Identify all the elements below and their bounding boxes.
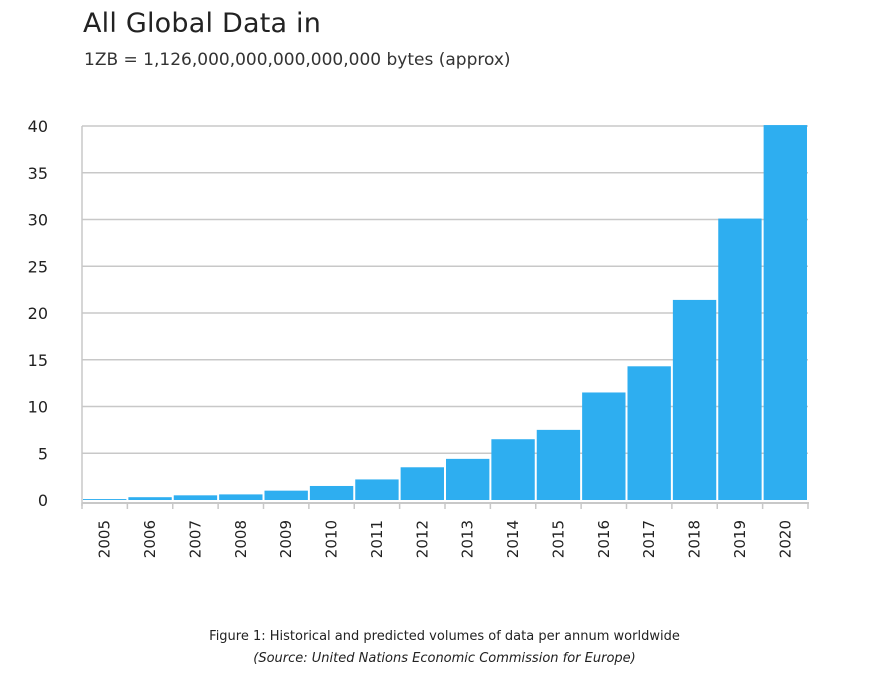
bar-2010: [309, 485, 354, 500]
x-tick-labels: 2005 2006 2007 2008 2009 2010 2011 2012 2013 2014…: [96, 520, 795, 558]
bar-chart: 0 5 10 15 20 25 30 35 40 2005 2006 2007 2008 2009 201…: [28, 117, 809, 558]
x-tick-label: 2007: [186, 520, 204, 558]
y-tick-label: 5: [38, 444, 48, 463]
x-tick-label: 2008: [232, 520, 250, 558]
x-tick-label: 2013: [459, 520, 477, 558]
x-tick-label: 2015: [549, 520, 567, 558]
y-tick-label: 25: [28, 257, 48, 276]
x-tick-label: 2009: [277, 520, 295, 558]
x-tick-label: 2010: [323, 520, 341, 558]
chart-subtitle: 1ZB = 1,126,000,000,000,000,000 bytes (a…: [84, 50, 511, 70]
bar-2017: [627, 366, 671, 500]
chart-title: All Global Data in: [83, 8, 322, 39]
y-tick-label: 40: [28, 117, 48, 136]
y-tick-label: 0: [38, 491, 48, 510]
x-tick-label: 2006: [141, 520, 159, 558]
y-tick-label: 15: [28, 351, 48, 370]
axes: [81, 126, 809, 509]
x-tick-label: 2019: [731, 520, 749, 558]
x-tick-label: 2018: [686, 520, 704, 558]
bar-2007: [173, 495, 218, 500]
x-tick-label: 2012: [413, 520, 431, 558]
y-tick-label: 10: [28, 398, 48, 417]
x-tick-label: 2005: [96, 520, 114, 558]
bar-2018: [672, 299, 717, 500]
x-tick-label: 2014: [504, 520, 522, 558]
x-tick-label: 2011: [368, 520, 386, 558]
bar-2011: [355, 479, 399, 500]
bar-2008: [219, 494, 263, 500]
x-tick-label: 2016: [595, 520, 613, 558]
bar-2015: [536, 429, 581, 500]
bar-2006: [128, 497, 172, 500]
bar-2014: [491, 439, 535, 500]
bars: [83, 125, 807, 500]
x-tick-label: 2020: [776, 520, 794, 558]
bar-2009: [264, 490, 308, 500]
y-tick-label: 30: [28, 211, 48, 230]
y-tick-label: 20: [28, 304, 48, 323]
bar-2016: [582, 392, 626, 500]
x-tick-label: 2017: [640, 520, 658, 558]
y-tick-labels: 0 5 10 15 20 25 30 35 40: [28, 117, 48, 510]
bar-2005: [83, 499, 127, 500]
y-tick-label: 35: [28, 164, 48, 183]
figure-source: (Source: United Nations Economic Commiss…: [253, 651, 636, 666]
figure-caption: Figure 1: Historical and predicted volum…: [209, 629, 680, 644]
bar-2012: [400, 467, 444, 500]
bar-2020: [763, 125, 807, 500]
bar-2019: [718, 218, 762, 500]
bar-2013: [446, 458, 490, 500]
